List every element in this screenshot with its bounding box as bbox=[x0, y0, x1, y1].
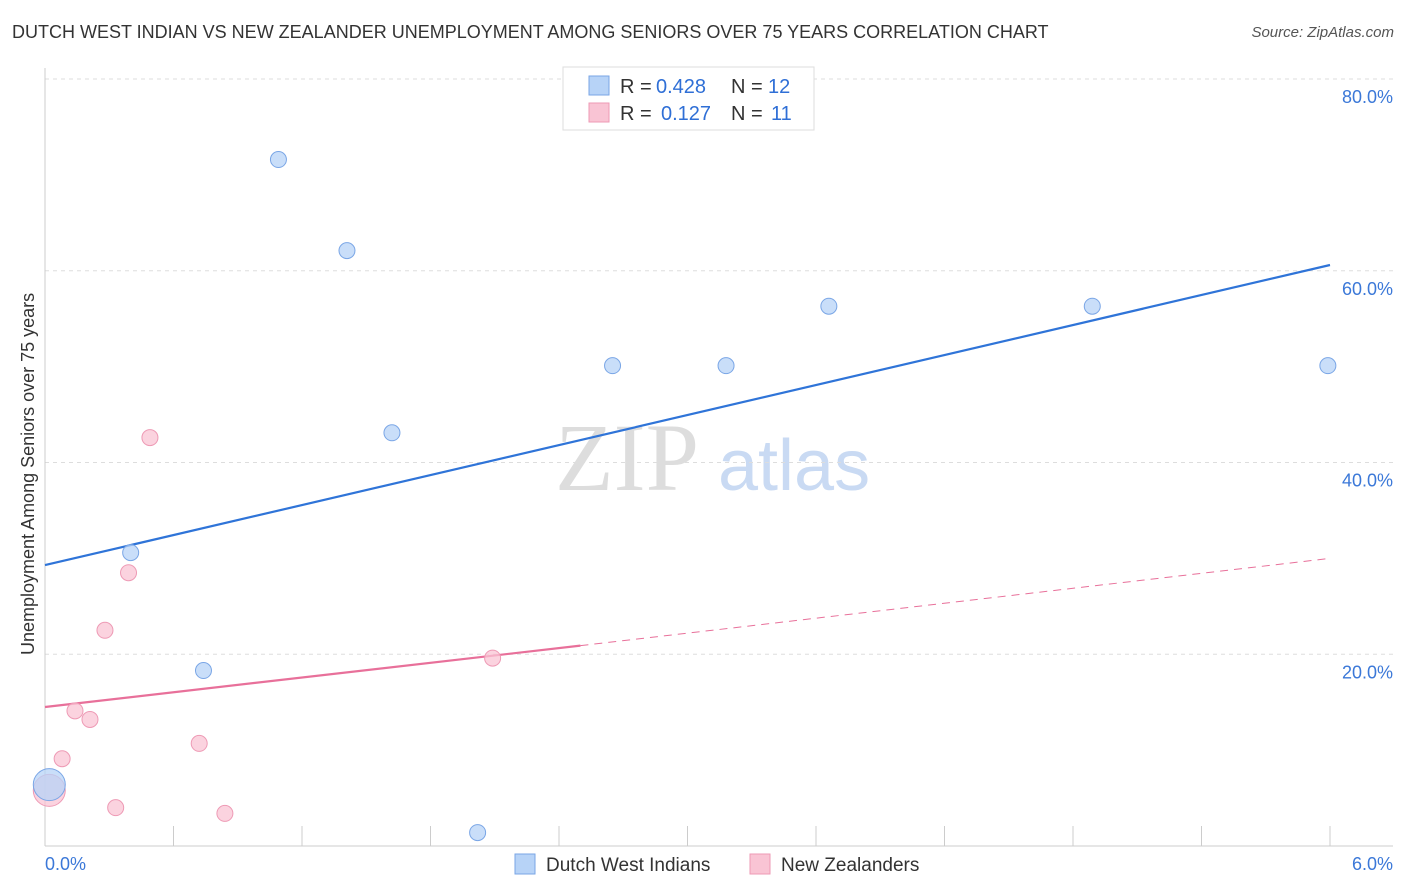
point-dutch-west-indians bbox=[1319, 357, 1337, 375]
legend-n-label: N = bbox=[731, 76, 763, 98]
point-dutch-west-indians bbox=[604, 357, 622, 375]
source-label: Source: ZipAtlas.com bbox=[1251, 24, 1394, 41]
bottom-legend: Dutch West Indians New Zealanders bbox=[514, 853, 919, 876]
point-dutch-west-indians bbox=[469, 824, 487, 842]
point-dutch-west-indians bbox=[1083, 297, 1101, 315]
legend: R = 0.428 N = 12 R = 0.127 N = 11 bbox=[562, 66, 815, 131]
point-new-zealanders bbox=[120, 564, 138, 582]
point-new-zealanders bbox=[107, 799, 125, 817]
bottom-legend-new-zealanders: New Zealanders bbox=[781, 855, 919, 876]
legend-r-value: 0.428 bbox=[656, 76, 706, 98]
legend-n-label: N = bbox=[731, 103, 763, 125]
bottom-legend-dutch-west-indians: Dutch West Indians bbox=[546, 855, 710, 876]
point-dutch-west-indians bbox=[32, 768, 66, 802]
point-dutch-west-indians bbox=[122, 544, 140, 562]
point-dutch-west-indians bbox=[194, 662, 212, 680]
x-tick-label-max: 6.0% bbox=[1352, 854, 1393, 874]
y-tick-label: 20.0% bbox=[1342, 662, 1393, 682]
y-axis-label: Unemployment Among Seniors over 75 years bbox=[18, 293, 38, 655]
point-dutch-west-indians bbox=[820, 297, 838, 315]
bottom-legend-swatch-blue bbox=[514, 853, 536, 875]
legend-r-label: R = bbox=[620, 76, 652, 98]
legend-r-value: 0.127 bbox=[661, 103, 711, 125]
y-tick-label: 80.0% bbox=[1342, 87, 1393, 107]
point-dutch-west-indians bbox=[269, 151, 287, 169]
x-tick-label-min: 0.0% bbox=[45, 854, 86, 874]
point-new-zealanders bbox=[141, 429, 159, 447]
point-new-zealanders bbox=[66, 702, 84, 720]
chart-title: DUTCH WEST INDIAN VS NEW ZEALANDER UNEMP… bbox=[12, 22, 1049, 42]
point-new-zealanders bbox=[484, 649, 502, 667]
point-new-zealanders bbox=[216, 804, 234, 822]
legend-n-value: 11 bbox=[771, 103, 792, 125]
trend-line-new-zealanders-extension bbox=[580, 557, 1331, 647]
point-new-zealanders bbox=[53, 750, 71, 768]
point-dutch-west-indians bbox=[383, 424, 401, 442]
point-new-zealanders bbox=[81, 710, 99, 728]
y-tick-label: 40.0% bbox=[1342, 471, 1393, 491]
legend-n-value: 12 bbox=[768, 76, 790, 98]
bottom-legend-swatch-pink bbox=[749, 853, 771, 875]
legend-swatch-blue bbox=[588, 75, 610, 96]
trend-line-dutch-west-indians bbox=[44, 263, 1331, 567]
legend-swatch-pink bbox=[588, 102, 610, 123]
y-tick-label: 60.0% bbox=[1342, 279, 1393, 299]
watermark-zip: ZIP bbox=[555, 404, 699, 511]
point-dutch-west-indians bbox=[338, 242, 356, 260]
point-new-zealanders bbox=[190, 734, 208, 752]
watermark-atlas: atlas bbox=[718, 426, 870, 506]
point-new-zealanders bbox=[96, 621, 114, 639]
point-dutch-west-indians bbox=[717, 357, 735, 375]
legend-r-label: R = bbox=[620, 103, 652, 125]
